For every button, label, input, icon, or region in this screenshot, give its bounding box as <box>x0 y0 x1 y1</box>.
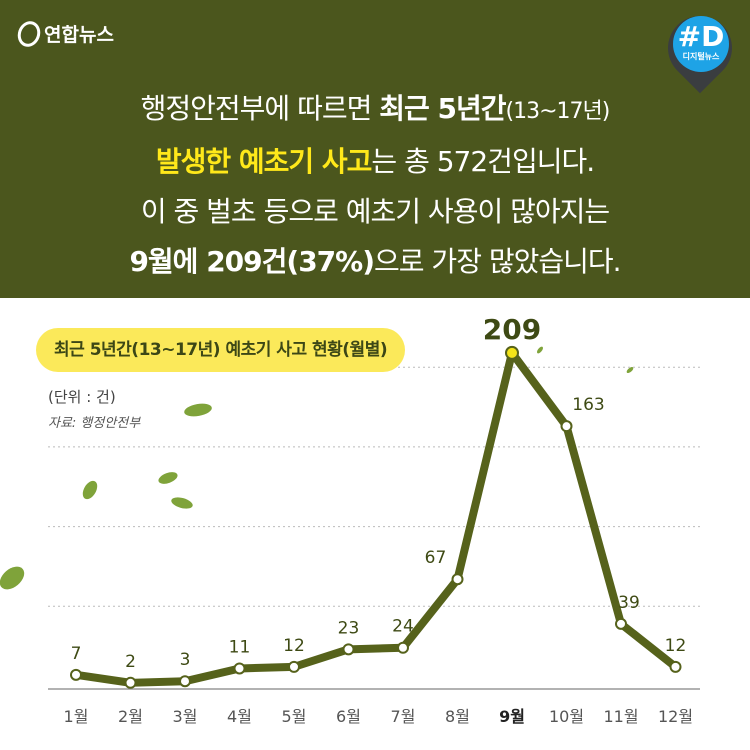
data-label: 11 <box>229 637 251 657</box>
headline-message: 행정안전부에 따르면 최근 5년간(13~17년) 발생한 예초기 사고는 총 … <box>0 84 750 287</box>
data-point <box>397 641 409 654</box>
data-point <box>560 420 573 433</box>
x-tick-label: 11월 <box>603 707 638 726</box>
header-banner: 연합뉴스 #D 디지털뉴스 행정안전부에 따르면 최근 5년간(13~17년) 발… <box>0 0 750 298</box>
logo-text: 연합뉴스 <box>44 24 114 46</box>
x-tick-label: 4월 <box>227 707 252 726</box>
data-label: 163 <box>572 395 604 415</box>
data-point <box>451 573 464 586</box>
x-tick-label: 7월 <box>391 707 416 726</box>
leaf-decoration <box>626 367 634 373</box>
data-label: 2 <box>125 652 136 672</box>
unit-label: (단위 : 건) <box>48 388 116 406</box>
data-point <box>124 676 137 689</box>
series-line <box>75 348 678 687</box>
leaf-decoration <box>82 480 98 500</box>
msg-text: 으로 가장 많았습니다. <box>374 245 622 278</box>
x-tick-label: 1월 <box>64 707 89 726</box>
x-tick-label: 12월 <box>658 707 693 726</box>
data-label: 3 <box>180 650 191 670</box>
msg-highlight: 발생한 예초기 사고 <box>155 145 373 178</box>
badge-big: #D <box>677 20 725 53</box>
msg-bold: 9월에 209건(37%) <box>129 245 375 278</box>
data-label: 209 <box>483 313 541 346</box>
data-point <box>288 660 300 673</box>
leaf-decoration <box>184 403 212 417</box>
x-tick-label: 10월 <box>549 707 584 726</box>
x-tick-label: 6월 <box>336 707 361 726</box>
x-tick-label: 5월 <box>282 707 307 726</box>
data-point <box>505 345 519 360</box>
msg-text: 행정안전부에 따르면 <box>140 92 380 125</box>
data-label: 12 <box>665 636 687 656</box>
chart-title: 최근 5년간(13~17년) 예초기 사고 현황(월별) <box>36 328 406 372</box>
digital-news-badge: #D 디지털뉴스 <box>654 2 746 110</box>
data-label: 12 <box>283 636 305 656</box>
data-point <box>70 668 82 681</box>
data-label: 67 <box>425 548 447 568</box>
data-label: 23 <box>338 618 360 638</box>
data-point <box>342 643 355 656</box>
data-label: 24 <box>392 617 414 637</box>
msg-bold: 최근 5년간 <box>379 92 506 125</box>
data-label: 7 <box>71 644 82 664</box>
source-label: 자료: 행정안전부 <box>48 416 141 431</box>
leaf-decoration <box>171 497 193 509</box>
data-point <box>233 662 246 675</box>
msg-text: 는 총 572건입니다. <box>371 145 595 178</box>
data-point <box>179 675 191 688</box>
leaf-decoration <box>0 566 25 590</box>
badge-small: 디지털뉴스 <box>682 52 720 61</box>
data-point <box>615 617 627 630</box>
yonhap-logo: 연합뉴스 <box>14 17 114 50</box>
x-tick-label: 8월 <box>445 707 470 726</box>
x-tick-label: 9월 <box>499 707 525 726</box>
x-tick-label: 3월 <box>173 707 198 726</box>
data-label: 39 <box>618 593 640 613</box>
x-tick-label: 2월 <box>118 707 143 726</box>
leaf-decoration <box>537 346 543 354</box>
msg-text: (13~17년) <box>505 99 611 124</box>
leaf-decoration <box>158 472 178 484</box>
data-point <box>669 660 682 673</box>
msg-text: 이 중 벌초 등으로 예초기 사용이 많아지는 <box>140 195 610 228</box>
